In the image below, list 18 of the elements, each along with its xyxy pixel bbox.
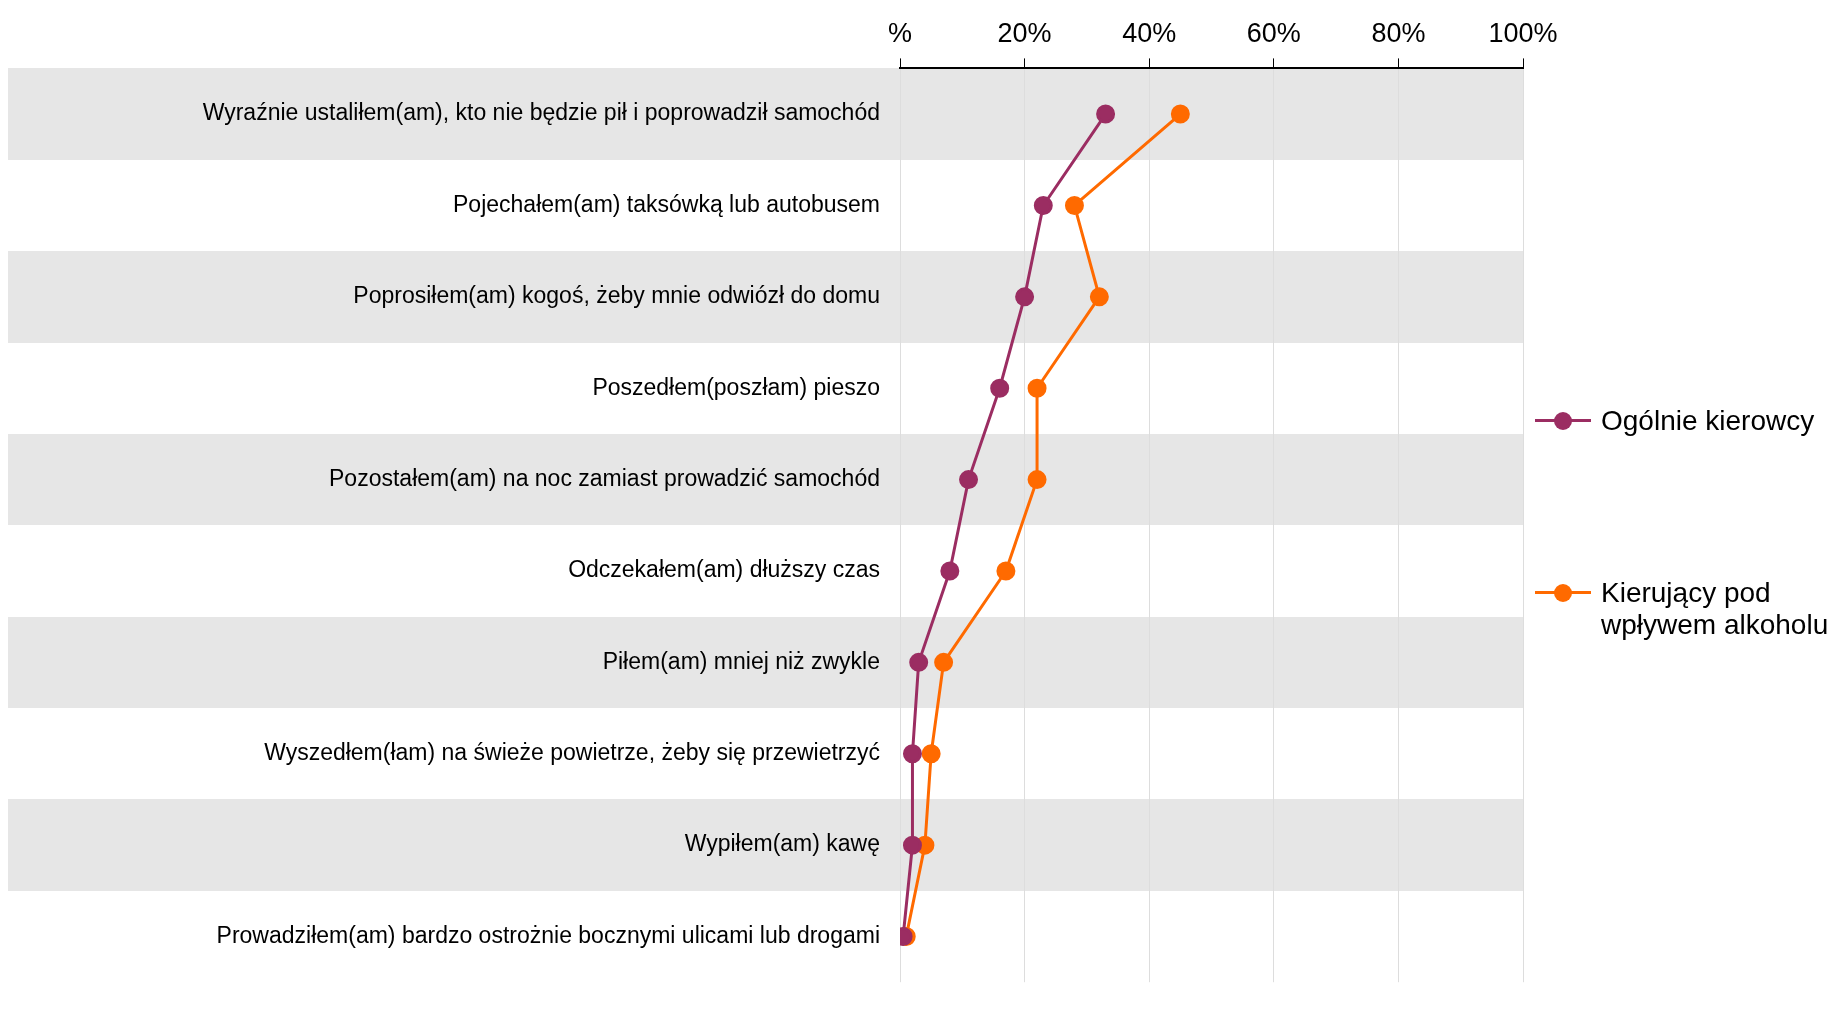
y-tick-label: Wyraźnie ustaliłem(am), kto nie będzie pił i poprowadził samochód: [202, 99, 880, 126]
x-tick-label: %: [887, 17, 913, 48]
y-tick-label: Prowadziłem(am) bardzo ostrożnie bocznymi ulicami lub drogami: [216, 921, 880, 948]
y-tick-label: Odczekałem(am) dłuższy czas: [568, 556, 880, 583]
x-tick-label: 60%: [1246, 17, 1301, 48]
x-tick-label: 20%: [997, 17, 1052, 48]
y-tick-label: Pozostałem(am) na noc zamiast prowadzić samochód: [329, 464, 880, 491]
y-tick-label: Piłem(am) mniej niż zwykle: [602, 647, 880, 674]
x-tick-label: 100%: [1488, 17, 1558, 48]
x-tick-label: 40%: [1122, 17, 1177, 48]
legend-label: Kierujący pod wpływem alkoholu: [1601, 577, 1830, 642]
y-tick-label: Poprosiłem(am) kogoś, żeby mnie odwiózł do domu: [353, 282, 880, 309]
y-tick-label: Wyszedłem(łam) na świeże powietrze, żeby się przewietrzyć: [264, 739, 880, 766]
x-tick-label: 80%: [1371, 17, 1426, 48]
y-tick-label: Wypiłem(am) kawę: [684, 830, 880, 857]
y-tick-label: Pojechałem(am) taksówką lub autobusem: [453, 190, 880, 217]
legend-label: Ogólnie kierowcy: [1601, 405, 1815, 438]
y-tick-label: Poszedłem(poszłam) pieszo: [592, 373, 880, 400]
